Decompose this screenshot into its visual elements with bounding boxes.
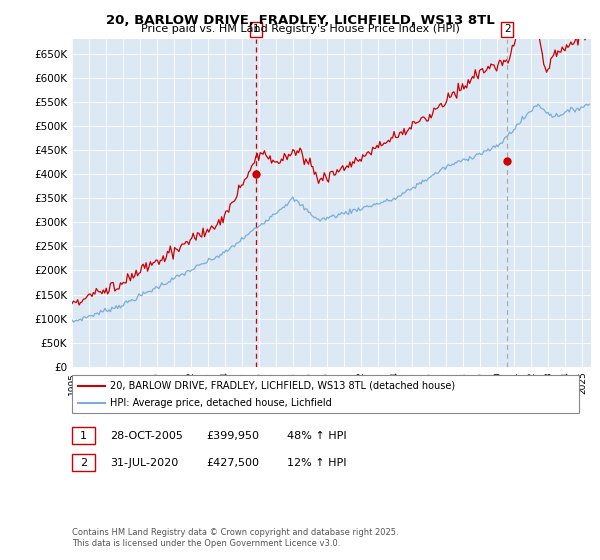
Text: 20, BARLOW DRIVE, FRADLEY, LICHFIELD, WS13 8TL: 20, BARLOW DRIVE, FRADLEY, LICHFIELD, WS… [106,14,494,27]
Text: 2: 2 [504,24,511,34]
Text: 1: 1 [253,24,260,34]
Text: Price paid vs. HM Land Registry's House Price Index (HPI): Price paid vs. HM Land Registry's House … [140,24,460,34]
Text: 1: 1 [80,431,87,441]
Text: 48% ↑ HPI: 48% ↑ HPI [287,431,346,441]
Text: HPI: Average price, detached house, Lichfield: HPI: Average price, detached house, Lich… [110,398,332,408]
Text: 2: 2 [80,458,87,468]
Text: 12% ↑ HPI: 12% ↑ HPI [287,458,346,468]
Text: 31-JUL-2020: 31-JUL-2020 [110,458,178,468]
Text: £399,950: £399,950 [206,431,259,441]
Text: 28-OCT-2005: 28-OCT-2005 [110,431,182,441]
Text: 20, BARLOW DRIVE, FRADLEY, LICHFIELD, WS13 8TL (detached house): 20, BARLOW DRIVE, FRADLEY, LICHFIELD, WS… [110,381,455,391]
Text: £427,500: £427,500 [206,458,259,468]
Text: Contains HM Land Registry data © Crown copyright and database right 2025.
This d: Contains HM Land Registry data © Crown c… [72,528,398,548]
